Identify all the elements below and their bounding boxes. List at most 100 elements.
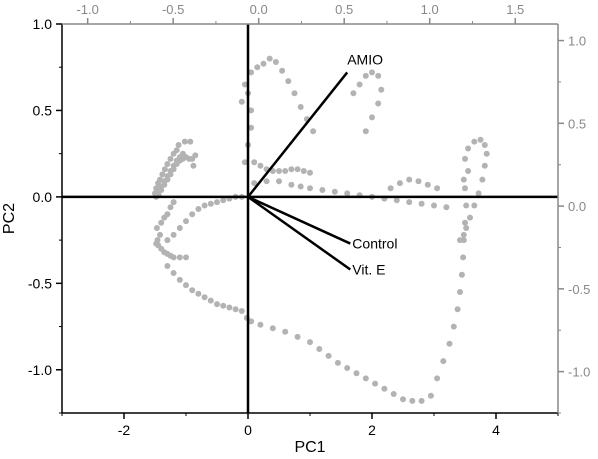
data-point: [269, 325, 276, 332]
data-point: [279, 67, 286, 74]
data-point: [462, 219, 468, 226]
data-point: [406, 199, 413, 206]
data-point: [307, 339, 313, 346]
data-point: [187, 138, 194, 145]
data-point: [153, 225, 160, 231]
data-point: [276, 168, 282, 174]
data-point: [471, 202, 478, 209]
data-point: [457, 237, 463, 244]
data-points: [152, 55, 490, 404]
data-point: [183, 218, 189, 225]
data-point: [297, 183, 304, 190]
data-point: [161, 181, 168, 188]
right-tick-label: -1.0: [568, 365, 590, 380]
loading-label: Vit. E: [352, 262, 385, 278]
right-tick-label: 1.0: [568, 34, 586, 49]
y-tick-label: 0.5: [33, 102, 53, 118]
data-point: [195, 206, 202, 212]
data-point: [195, 290, 202, 297]
data-point: [167, 171, 174, 178]
data-point: [418, 200, 425, 207]
data-point: [192, 152, 199, 159]
y-axis-label: PC2: [1, 203, 18, 234]
data-point: [463, 225, 470, 231]
data-point: [207, 297, 214, 304]
data-point: [307, 169, 313, 176]
data-point: [266, 55, 273, 62]
data-point: [164, 237, 171, 244]
data-point: [170, 199, 177, 206]
data-point: [263, 178, 270, 185]
axes: -2 0 2 4 PC1 -1.0 -0.5 0.0 0.5 1.0 PC2 -1.0 -0.5 0.0 0…: [1, 2, 590, 456]
data-point: [214, 301, 220, 308]
data-point: [170, 254, 177, 261]
data-point: [248, 69, 255, 76]
data-point: [167, 155, 174, 162]
data-point: [406, 176, 413, 183]
data-point: [241, 159, 248, 166]
right-tick-label: -0.5: [568, 282, 590, 297]
data-point: [481, 142, 488, 148]
data-point: [173, 147, 180, 154]
data-point: [248, 318, 255, 325]
data-point: [164, 211, 171, 218]
data-point: [241, 81, 248, 88]
data-point: [254, 64, 261, 71]
top-tick-label: 0.0: [250, 2, 268, 17]
x-tick-label: 2: [368, 422, 376, 438]
data-point: [434, 375, 441, 382]
data-point: [260, 60, 267, 67]
data-point: [477, 136, 484, 143]
data-point: [232, 306, 239, 313]
data-point: [220, 197, 227, 204]
data-point: [381, 385, 388, 392]
data-point: [387, 185, 394, 192]
data-point: [251, 180, 258, 187]
data-point: [238, 308, 245, 314]
data-point: [176, 254, 183, 261]
data-point: [175, 142, 182, 148]
x-tick-label: 4: [492, 422, 500, 438]
data-point: [214, 199, 220, 206]
data-point: [427, 392, 434, 399]
data-point: [344, 365, 351, 371]
data-point: [483, 150, 490, 157]
data-point: [463, 202, 470, 209]
data-point: [378, 86, 385, 93]
data-point: [282, 168, 289, 174]
data-point: [297, 104, 304, 110]
data-point: [462, 185, 468, 192]
data-point: [248, 124, 255, 131]
data-point: [291, 90, 298, 97]
data-point: [362, 128, 369, 135]
data-point: [465, 168, 472, 174]
data-point: [181, 138, 188, 145]
data-point: [300, 168, 307, 174]
data-point: [369, 69, 375, 76]
data-point: [251, 159, 258, 166]
data-point: [190, 162, 197, 169]
data-point: [167, 204, 174, 211]
top-tick-label: 0.5: [335, 2, 353, 17]
x-tick-label: -2: [118, 422, 131, 438]
data-point: [257, 321, 264, 328]
data-point: [201, 202, 208, 209]
loading-vector-amio: [247, 71, 349, 198]
top-tick-label: 1.5: [506, 2, 524, 17]
top-tick-label: 1.0: [421, 2, 439, 17]
loading-vector-control: [247, 195, 351, 245]
data-point: [479, 176, 486, 183]
y-tick-label: 0.0: [33, 189, 53, 205]
data-point: [457, 289, 463, 295]
loading-label: Control: [352, 236, 397, 252]
data-point: [434, 185, 441, 192]
data-point: [288, 166, 295, 173]
data-point: [418, 397, 425, 404]
data-point: [220, 302, 227, 309]
data-point: [375, 72, 382, 79]
data-point: [362, 375, 369, 382]
data-point: [475, 190, 482, 197]
data-point: [356, 81, 363, 88]
y-tick-label: -1.0: [28, 362, 52, 378]
data-point: [257, 162, 264, 169]
